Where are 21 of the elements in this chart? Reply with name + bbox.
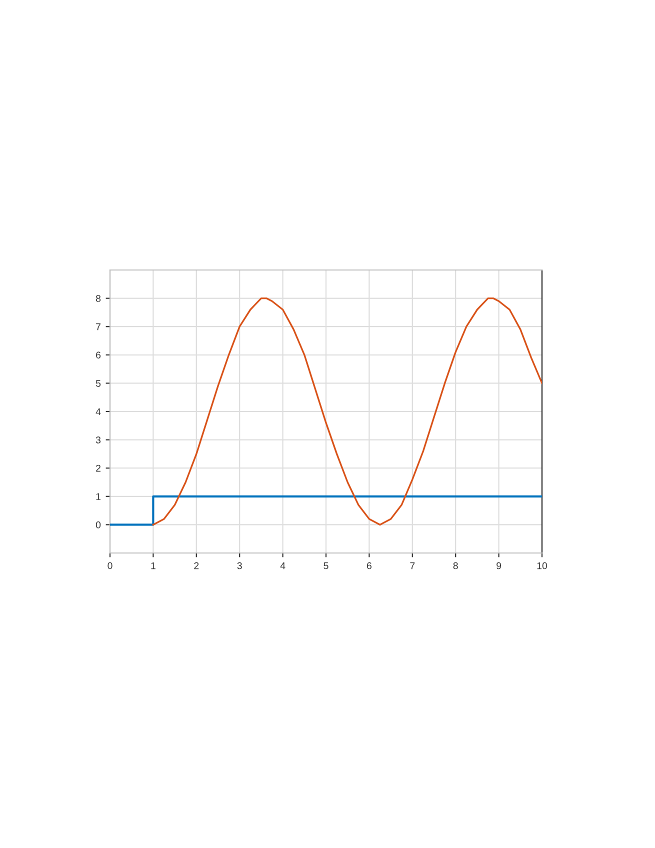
x-tick-label: 5 <box>324 562 328 570</box>
y-tick-label: 7 <box>96 323 100 330</box>
x-tick-label: 2 <box>194 562 199 570</box>
x-tick-label: 1 <box>151 562 156 570</box>
y-tick-label: 3 <box>96 436 101 444</box>
y-tick-label: 6 <box>96 352 101 359</box>
y-tick-label: 4 <box>96 408 101 416</box>
x-tick-label: 6 <box>366 562 372 570</box>
y-tick-label: 1 <box>96 493 100 500</box>
x-tick-label: 10 <box>537 562 548 570</box>
y-tick-label: 8 <box>96 295 101 302</box>
x-tick-label: 7 <box>410 562 415 570</box>
x-tick-label: 3 <box>237 562 242 570</box>
line-series <box>152 297 542 526</box>
x-tick-label: 0 <box>108 562 112 570</box>
y-tick-label: 5 <box>96 380 101 387</box>
y-tick-label: 2 <box>96 464 100 472</box>
y-tick-label: 0 <box>96 521 101 528</box>
x-tick-label: 8 <box>453 562 458 570</box>
x-tick-label: 4 <box>280 562 286 570</box>
x-tick-label: 9 <box>496 562 502 570</box>
